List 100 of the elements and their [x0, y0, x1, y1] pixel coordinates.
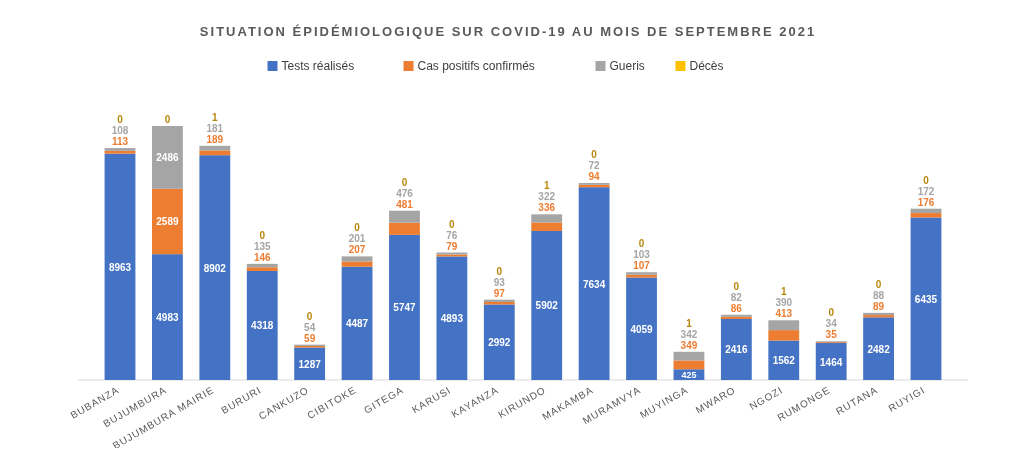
data-label: 176: [917, 196, 935, 208]
data-label: 86: [730, 302, 743, 314]
data-label: 59: [304, 332, 316, 344]
data-label: 336: [538, 202, 556, 214]
data-label: 5747: [393, 302, 417, 314]
bar: [199, 155, 231, 380]
bar: [389, 234, 420, 380]
data-label: 189: [206, 133, 224, 145]
data-label: 4983: [156, 312, 179, 324]
data-label: 0: [733, 280, 740, 292]
data-label: 94: [588, 171, 601, 183]
data-label: 35: [825, 329, 838, 341]
data-label: 0: [875, 278, 882, 290]
data-label: 54: [304, 321, 316, 333]
bar: [531, 214, 563, 223]
data-label: 0: [828, 307, 835, 319]
bar: [199, 145, 231, 151]
data-label: 0: [449, 218, 456, 230]
data-label: 0: [496, 265, 503, 277]
data-label: 1: [543, 180, 550, 192]
data-label: 1287: [298, 358, 322, 370]
data-label: 76: [446, 229, 458, 241]
bar: [436, 256, 468, 380]
legend-label: Gueris: [609, 59, 645, 73]
bar: [341, 256, 373, 262]
bar: [768, 320, 800, 331]
data-label: 4059: [630, 323, 654, 335]
bar: [246, 270, 278, 380]
data-label: 88: [873, 289, 885, 301]
data-label: 0: [354, 222, 361, 234]
data-label: 349: [680, 339, 698, 351]
data-label: 201: [348, 233, 366, 245]
data-label: 0: [306, 310, 313, 322]
bar: [152, 254, 183, 380]
data-label: 207: [348, 244, 366, 256]
data-label: 2589: [156, 216, 179, 228]
bar: [341, 261, 373, 267]
data-label: 342: [680, 328, 698, 340]
data-label: 4318: [251, 320, 274, 332]
bar: [389, 222, 420, 235]
data-label: 181: [206, 122, 224, 134]
data-label: 135: [253, 240, 272, 252]
data-label: 1562: [772, 355, 796, 367]
legend-label: Décès: [689, 59, 724, 73]
data-label: 6435: [914, 293, 938, 305]
data-label: 2482: [867, 343, 891, 355]
bar: [152, 188, 183, 255]
bar: [720, 318, 752, 380]
data-label: 146: [253, 251, 272, 263]
data-label: 425: [681, 370, 697, 381]
data-label: 390: [775, 297, 793, 309]
bar: [531, 222, 563, 231]
data-label: 2486: [156, 152, 179, 164]
bar: [483, 304, 515, 380]
data-label: 79: [446, 240, 458, 252]
bar: [104, 153, 136, 380]
data-label: 476: [396, 187, 414, 199]
data-label: 0: [259, 229, 266, 241]
data-label: 107: [633, 260, 651, 272]
data-label: 0: [117, 114, 124, 126]
bar: [531, 230, 563, 380]
data-label: 82: [730, 291, 743, 303]
bar: [910, 217, 942, 380]
bar: [246, 267, 278, 271]
bar: [863, 317, 894, 380]
bar: [199, 150, 231, 156]
bar: [389, 210, 420, 223]
data-label: 93: [493, 276, 506, 288]
data-label: 1: [780, 286, 787, 298]
chart-title: SITUATION ÉPIDÉMIOLOGIQUE SUR COVID-19 AU MOIS DE SEPTEMBRE 2021: [199, 24, 817, 39]
data-label: 103: [633, 249, 651, 261]
data-label: 0: [923, 174, 930, 186]
data-label: 413: [775, 308, 793, 320]
data-label: 89: [873, 300, 885, 312]
bar: [626, 277, 657, 380]
bar: [673, 360, 705, 370]
data-label: 2992: [488, 337, 511, 349]
data-label: 8902: [203, 262, 227, 274]
bar: [341, 266, 373, 380]
data-label: 7634: [582, 278, 606, 290]
data-label: 34: [825, 318, 838, 330]
data-label: 172: [917, 185, 935, 197]
legend-label: Cas positifs confirmés: [417, 59, 535, 73]
data-label: 8963: [108, 261, 132, 273]
data-label: 97: [493, 287, 506, 299]
data-label: 322: [538, 191, 556, 203]
data-label: 0: [591, 149, 598, 161]
data-label: 108: [111, 125, 129, 137]
data-label: 2416: [725, 344, 748, 356]
data-label: 1: [686, 317, 693, 329]
bar: [578, 187, 610, 380]
data-label: 5902: [535, 300, 559, 312]
bar: [152, 126, 183, 189]
legend-label: Tests réalisés: [281, 59, 355, 73]
data-label: 0: [164, 114, 171, 125]
bar: [673, 351, 705, 361]
data-label: 113: [111, 136, 129, 148]
data-label: 0: [638, 238, 645, 250]
data-label: 1: [212, 111, 219, 123]
data-label: 0: [401, 176, 408, 188]
